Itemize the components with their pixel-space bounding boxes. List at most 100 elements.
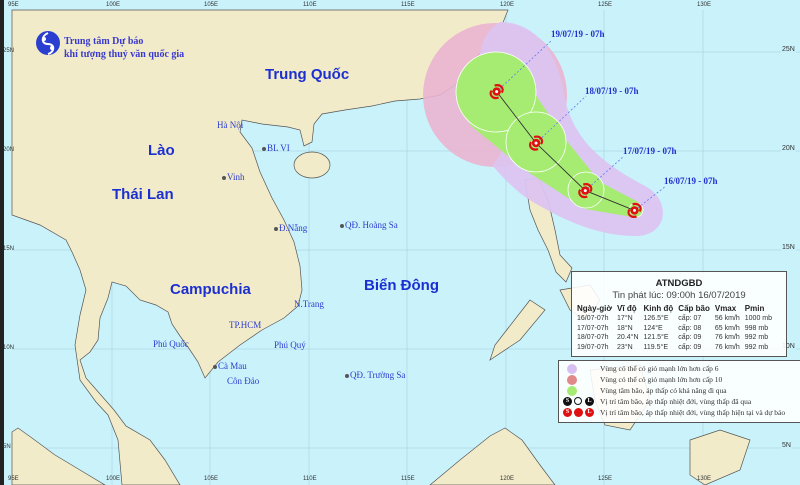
cell: 121.5°E xyxy=(643,334,669,341)
axis-label: 5N xyxy=(3,444,11,450)
storm-zones xyxy=(423,22,663,236)
label-leader-line xyxy=(496,39,553,92)
table-row: 17/07-07h 18°N 124°E cấp: 08 65 km/h 998 mb xyxy=(577,324,777,334)
red-swatch-icon xyxy=(567,375,577,385)
sulawesi xyxy=(689,429,751,485)
label-cambodia: Campuchia xyxy=(170,281,251,298)
storm-label-17-07: 17/07/19 - 07h xyxy=(623,146,677,156)
axis-label: 5N xyxy=(781,442,792,449)
place-phu-quoc: Phú Quốc xyxy=(153,339,189,349)
axis-label: 105E xyxy=(204,476,219,482)
legend-item-center-zone: Vùng tâm bão, áp thấp có khả năng đi qua xyxy=(559,385,799,396)
storm-info-panel: ATNDGBD Tin phát lúc: 09:00h 16/07/2019 … xyxy=(571,271,787,357)
cell: 65 km/h xyxy=(714,324,740,332)
legend-item-level10: Vùng có thể có gió mạnh lớn hơn cấp 10 xyxy=(559,374,799,385)
green-swatch-icon xyxy=(567,386,577,396)
header-cell: Ngày-giờ xyxy=(577,304,613,313)
cell: 998 mb xyxy=(744,324,769,332)
header-cell: Vmax xyxy=(714,304,737,313)
place-nha-trang: N.Trang xyxy=(294,299,324,309)
storm-position-icon xyxy=(578,183,593,199)
legend-item-past-positions: S L Vị trí tâm bão, áp thấp nhiệt đới, v… xyxy=(559,396,799,407)
storm-position-icon xyxy=(489,84,504,100)
axis-label: 105E xyxy=(204,2,219,8)
axis-label: 115E xyxy=(401,476,415,482)
axis-label: 100E xyxy=(106,2,121,8)
table-row: 18/07-07h 20.4°N 121.5°E cấp: 09 76 km/h 992 … xyxy=(577,333,777,343)
cell: cấp: 07 xyxy=(678,315,702,322)
axis-label: 10N xyxy=(781,343,796,350)
cell: 17/07-07h xyxy=(577,324,609,332)
cell: 119.5°E xyxy=(643,343,668,351)
label-leader-line xyxy=(585,155,625,191)
axis-label: 125E xyxy=(598,2,613,8)
axis-label: 25N xyxy=(3,48,15,54)
place-da-nang: Đ.Nẵng xyxy=(274,223,307,233)
cell: 76 km/h xyxy=(714,343,740,351)
place-bach-long-vi: BL VI xyxy=(262,143,290,153)
place-con-dao: Côn Đảo xyxy=(227,376,260,386)
axis-label: 125E xyxy=(598,476,613,482)
cell: cấp: 09 xyxy=(678,334,702,341)
legend-text: Vị trí tâm bão, áp thấp nhiệt đới, vùng … xyxy=(600,397,752,406)
axis-label: 20N xyxy=(3,147,15,153)
axis-label: 10N xyxy=(3,345,15,351)
cell: 76 km/h xyxy=(714,334,740,341)
header-cell: Vĩ độ xyxy=(617,304,637,313)
info-title: ATNDGBD xyxy=(655,278,703,289)
place-hoang-sa: QĐ. Hoàng Sa xyxy=(340,220,398,230)
header-cell: Cấp bão xyxy=(678,304,710,313)
axis-label: 15N xyxy=(3,246,15,252)
cell: 17°N xyxy=(617,315,633,322)
axis-label: 25N xyxy=(781,46,796,53)
past-depression-icon xyxy=(574,397,582,405)
axis-label: 110E xyxy=(303,2,317,8)
place-truong-sa: QĐ. Trường Sa xyxy=(345,370,405,380)
storm-label-16-07: 16/07/19 - 07h xyxy=(664,176,718,186)
cell: 992 mb xyxy=(744,343,769,351)
label-leader-line xyxy=(634,185,667,211)
axis-label: 130E xyxy=(697,2,712,8)
storm-track xyxy=(489,39,667,218)
axis-label: 130E xyxy=(697,476,712,482)
label-thailand: Thái Lan xyxy=(112,186,174,203)
axis-label: 95E xyxy=(8,2,19,8)
borneo xyxy=(429,427,556,485)
cell: 19/07-07h xyxy=(577,343,609,351)
forecast-depression-icon xyxy=(574,408,583,417)
table-header: Ngày-giờ Vĩ độ Kinh độ Cấp bão Vmax Pmin xyxy=(577,304,777,314)
label-china: Trung Quốc xyxy=(265,66,350,83)
axis-label: 115E xyxy=(401,2,415,8)
cell: 20.4°N xyxy=(617,334,639,341)
legend-text: Vùng tâm bão, áp thấp có khả năng đi qua xyxy=(600,386,727,395)
place-phu-quy: Phú Quý xyxy=(274,340,306,350)
storm-info-table: Ngày-giờ Vĩ độ Kinh độ Cấp bão Vmax Pmin… xyxy=(577,304,777,352)
axis-label: 120E xyxy=(500,2,515,8)
axis-label: 100E xyxy=(106,476,121,482)
axis-label: 95E xyxy=(8,476,19,482)
label-leader-line xyxy=(535,95,587,144)
place-hanoi: Hà Nội xyxy=(217,120,244,130)
hainan-island xyxy=(293,151,331,179)
cell: 992 mb xyxy=(744,334,769,341)
mainland-asia xyxy=(11,9,509,485)
storm-label-18-07: 18/07/19 - 07h xyxy=(585,86,639,96)
place-vinh: Vinh xyxy=(222,172,244,182)
legend-text: Vùng có thể có gió mạnh lớn hơn cấp 10 xyxy=(600,375,723,384)
table-row: 19/07-07h 23°N 119.5°E cấp: 09 76 km/h 992 mb xyxy=(577,343,777,353)
legend-text: Vùng có thể có gió mạnh lớn hơn cấp 6 xyxy=(600,364,719,373)
storm-position-icon xyxy=(528,135,544,151)
legend-item-level6: Vùng có thể có gió mạnh lớn hơn cấp 6 xyxy=(559,363,799,374)
cell: 126.5°E xyxy=(643,315,669,322)
track-line xyxy=(496,91,635,211)
lilac-swatch-icon xyxy=(567,364,577,374)
storm-position-icon xyxy=(627,202,642,218)
axis-label: 20N xyxy=(781,145,796,152)
cell: 18/07-07h xyxy=(577,334,609,341)
past-low-icon: L xyxy=(585,397,594,406)
cell: 16/07-07h xyxy=(577,315,609,322)
legend-item-forecast-positions: S L Vị trí tâm bão, áp thấp nhiệt đới, v… xyxy=(559,407,799,418)
header-cell: Kinh độ xyxy=(643,304,674,313)
map-frame xyxy=(0,0,4,485)
